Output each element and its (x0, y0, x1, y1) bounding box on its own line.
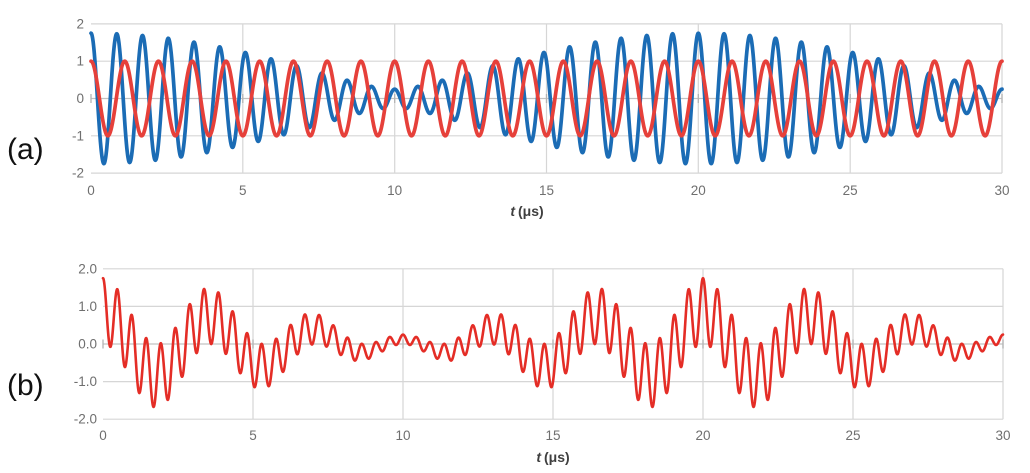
x-tick-labels: 0 5 10 15 20 25 30 (87, 183, 1009, 198)
x-tick-label-a: 20 (691, 183, 706, 198)
y-tick-labels: 2.0 1.0 0.0 -1.0 -2.0 (74, 261, 97, 426)
y-tick-label-a: 0 (76, 91, 84, 106)
x-axis-unit-a: (μs) (517, 203, 544, 219)
zero-axis-tick-marks (102, 339, 1004, 349)
x-tick-label-b: 25 (845, 428, 860, 443)
panel-a-reference-signal-red-waveform (89, 59, 1004, 138)
panel-b-x-axis-label: t (μs) (536, 449, 569, 465)
y-tick-label-a: 1 (76, 54, 84, 69)
x-axis-variable-a: t (510, 203, 515, 219)
y-tick-label-a: -1 (72, 128, 84, 143)
x-tick-label-a: 30 (994, 183, 1009, 198)
x-axis-unit-b: (μs) (543, 449, 570, 465)
panel-a-label: (a) (7, 133, 44, 166)
x-tick-label-b: 30 (995, 428, 1010, 443)
x-tick-label-b: 0 (99, 428, 107, 443)
y-tick-label-b: -2.0 (74, 412, 97, 427)
x-tick-label-b: 10 (395, 428, 410, 443)
y-tick-label-b: 0.0 (78, 337, 97, 352)
y-tick-label-b: 1.0 (78, 299, 97, 314)
y-tick-label-a: -2 (72, 166, 84, 181)
x-tick-label-a: 25 (843, 183, 858, 198)
panel-a-chart: 210-1-20 5 10 15 20 25 30 (72, 16, 1010, 198)
x-tick-label-b: 20 (695, 428, 710, 443)
x-tick-label-b: 5 (249, 428, 257, 443)
panel-b-product-signal-red-waveform (101, 276, 1005, 409)
x-tick-label-b: 15 (545, 428, 560, 443)
panel-a-x-axis-label: t (μs) (510, 203, 543, 219)
panel-b-chart: 2.0 1.0 0.0 -1.0 -2.00 5 10 15 20 25 30 (74, 261, 1011, 443)
x-tick-label-a: 0 (87, 183, 95, 198)
y-tick-label-b: -1.0 (74, 374, 97, 389)
x-tick-label-a: 10 (387, 183, 402, 198)
x-tick-label-a: 5 (239, 183, 247, 198)
y-tick-labels: 2 1 0 -1 -2 (72, 16, 84, 180)
x-tick-labels: 0 5 10 15 20 25 30 (99, 428, 1010, 443)
y-tick-label-a: 2 (76, 16, 84, 31)
panel-b-label: (b) (7, 369, 44, 402)
panel-a-beating-signal-blue-waveform (89, 31, 1004, 166)
y-tick-label-b: 2.0 (78, 261, 97, 276)
x-tick-label-a: 15 (539, 183, 554, 198)
x-axis-variable-b: t (536, 449, 541, 465)
zero-axis-tick-marks (90, 94, 1003, 103)
